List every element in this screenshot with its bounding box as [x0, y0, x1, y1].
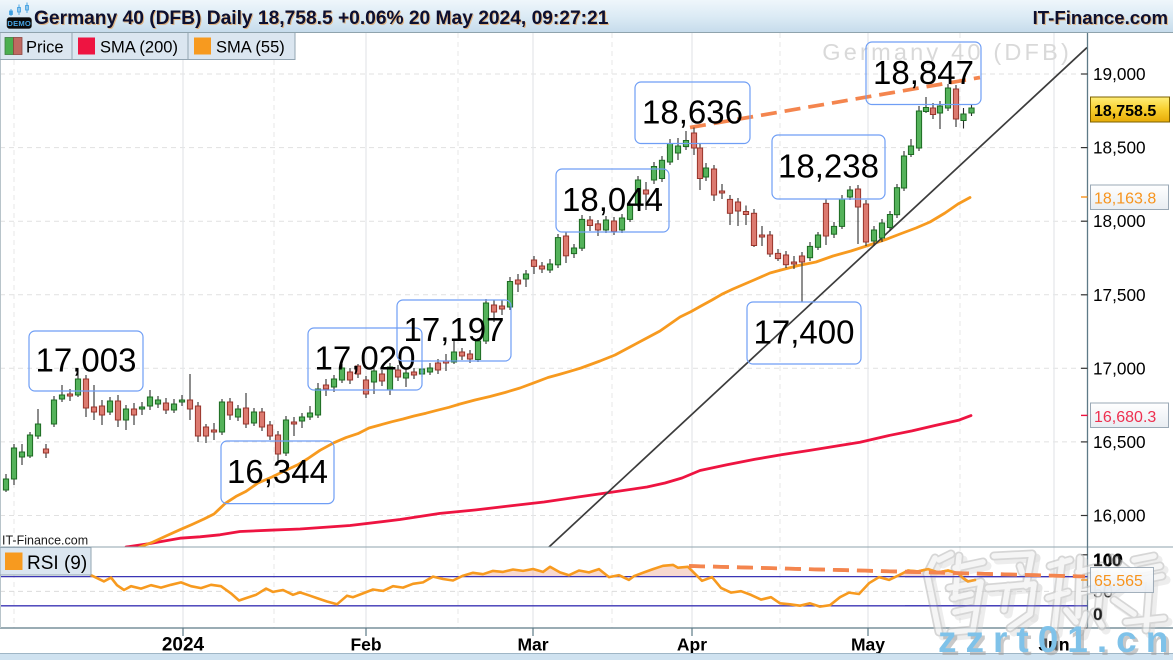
svg-text:May: May	[851, 635, 885, 655]
svg-text:Jun: Jun	[1038, 635, 1069, 655]
svg-text:IT-Finance.com: IT-Finance.com	[1033, 7, 1168, 28]
svg-text:100: 100	[1093, 551, 1121, 570]
svg-text:16,680.3: 16,680.3	[1094, 409, 1156, 426]
svg-text:zzrt01.cn: zzrt01.cn	[938, 619, 1173, 660]
svg-text:18,044: 18,044	[562, 181, 663, 218]
svg-text:RSI (9): RSI (9)	[27, 553, 87, 574]
svg-text:17,003: 17,003	[36, 342, 137, 379]
svg-text:IT-Finance.com: IT-Finance.com	[2, 534, 88, 548]
svg-text:16,500: 16,500	[1093, 432, 1146, 452]
svg-text:DEMO: DEMO	[7, 19, 31, 28]
svg-text:17,197: 17,197	[404, 311, 505, 348]
svg-text:Germany 40 (DFB): Germany 40 (DFB)	[822, 39, 1072, 65]
svg-text:16,000: 16,000	[1093, 506, 1146, 526]
svg-text:17,000: 17,000	[1093, 358, 1146, 378]
svg-text:Feb: Feb	[350, 635, 381, 655]
svg-text:Jun: Jun	[1038, 635, 1069, 655]
svg-text:18,238: 18,238	[778, 148, 879, 185]
svg-text:18,758.5: 18,758.5	[1094, 103, 1156, 120]
svg-text:Germany 40 (DFB) Daily 18,758.: Germany 40 (DFB) Daily 18,758.5 +0.06% 2…	[34, 8, 609, 29]
svg-text:16,344: 16,344	[227, 453, 328, 490]
svg-text:17,400: 17,400	[754, 314, 855, 351]
svg-text:18,500: 18,500	[1093, 138, 1146, 158]
svg-text:18,000: 18,000	[1093, 211, 1146, 231]
svg-text:18,636: 18,636	[642, 93, 743, 130]
svg-text:Price: Price	[26, 39, 64, 57]
svg-text:Apr: Apr	[677, 635, 707, 655]
svg-text:19,000: 19,000	[1093, 64, 1146, 84]
svg-text:17,020: 17,020	[315, 340, 416, 377]
svg-text:65.565: 65.565	[1094, 573, 1143, 590]
svg-text:SMA (55): SMA (55)	[216, 39, 285, 57]
svg-text:17,500: 17,500	[1093, 285, 1146, 305]
svg-text:18,163.8: 18,163.8	[1094, 191, 1156, 208]
svg-text:SMA (200): SMA (200)	[100, 39, 178, 57]
svg-text:zzrt01.cn: zzrt01.cn	[941, 622, 1173, 660]
svg-text:Mar: Mar	[517, 635, 548, 655]
svg-text:2024: 2024	[162, 635, 205, 656]
svg-text:0: 0	[1093, 605, 1102, 624]
svg-text:18,847: 18,847	[873, 54, 974, 91]
